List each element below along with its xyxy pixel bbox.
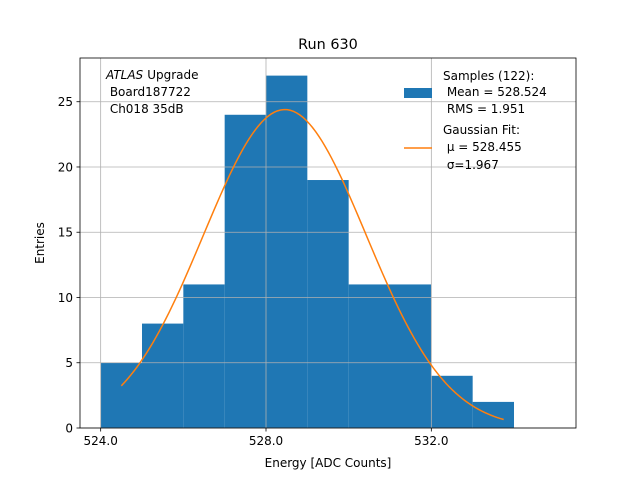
chart-title: Run 630 <box>298 37 358 53</box>
legend-fit-line-2: μ = 528.455 <box>443 140 522 154</box>
y-tick-label: 5 <box>65 356 73 370</box>
legend-fit-line-3: σ=1.967 <box>443 158 499 172</box>
histogram-bars <box>100 75 514 428</box>
x-tick-label: 528.0 <box>249 434 283 448</box>
x-tick-label: 524.0 <box>83 434 117 448</box>
legend-samples-line-1: Samples (122): <box>443 69 534 83</box>
y-tick-label: 0 <box>65 422 73 436</box>
annotation-atlas: ATLAS <box>105 68 144 82</box>
legend-samples-line-3: RMS = 1.951 <box>443 102 525 116</box>
x-axis-ticks: 524.0 528.0 532.0 <box>83 428 449 448</box>
y-tick-label: 25 <box>58 95 73 109</box>
histogram-bar <box>266 75 308 428</box>
x-tick-label: 532.0 <box>414 434 448 448</box>
annotation-upgrade: Upgrade <box>147 68 198 82</box>
legend-samples-patch <box>404 88 432 98</box>
y-tick-label: 20 <box>58 160 73 174</box>
histogram-bar <box>307 180 349 428</box>
y-tick-label: 10 <box>58 291 73 305</box>
annotation-line-3: Ch018 35dB <box>106 102 184 116</box>
histogram-bar <box>183 284 225 428</box>
annotation-block: ATLAS Upgrade Board187722 Ch018 35dB <box>105 68 199 116</box>
plot-frame <box>79 57 577 429</box>
y-tick-label: 15 <box>58 226 73 240</box>
histogram-bar <box>224 114 266 428</box>
histogram-bar <box>142 323 184 428</box>
histogram-bar <box>348 284 390 428</box>
annotation-line-2: Board187722 <box>106 85 191 99</box>
legend: Samples (122): Mean = 528.524 RMS = 1.95… <box>404 69 547 172</box>
histogram-bar <box>472 401 514 428</box>
legend-samples-line-2: Mean = 528.524 <box>443 85 547 99</box>
histogram-bar <box>100 362 142 428</box>
legend-fit-line-1: Gaussian Fit: <box>443 123 520 137</box>
gaussian-fit-curve <box>120 108 504 421</box>
annotation-line-1: ATLAS Upgrade <box>105 68 199 82</box>
x-axis-label: Energy [ADC Counts] <box>265 456 392 470</box>
y-axis-ticks: 0 5 10 15 20 25 <box>58 95 80 436</box>
y-axis-label: Entries <box>33 222 47 264</box>
